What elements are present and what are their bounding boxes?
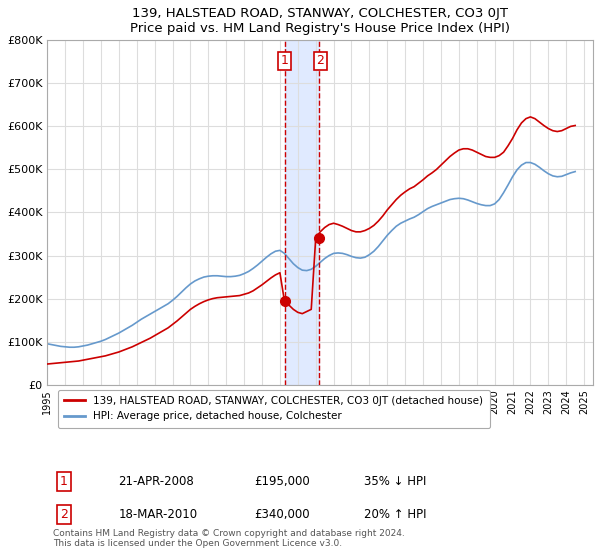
Text: 2: 2: [60, 508, 68, 521]
Bar: [285, 40, 319, 385]
Text: 1: 1: [280, 54, 289, 67]
Text: £195,000: £195,000: [254, 475, 310, 488]
Text: £340,000: £340,000: [254, 508, 310, 521]
Text: 18-MAR-2010: 18-MAR-2010: [118, 508, 197, 521]
Title: 139, HALSTEAD ROAD, STANWAY, COLCHESTER, CO3 0JT
Price paid vs. HM Land Registry: 139, HALSTEAD ROAD, STANWAY, COLCHESTER,…: [130, 7, 510, 35]
Text: 35% ↓ HPI: 35% ↓ HPI: [364, 475, 426, 488]
Text: 1: 1: [60, 475, 68, 488]
Text: 20% ↑ HPI: 20% ↑ HPI: [364, 508, 427, 521]
Legend: 139, HALSTEAD ROAD, STANWAY, COLCHESTER, CO3 0JT (detached house), HPI: Average : 139, HALSTEAD ROAD, STANWAY, COLCHESTER,…: [58, 390, 490, 428]
Text: Contains HM Land Registry data © Crown copyright and database right 2024.
This d: Contains HM Land Registry data © Crown c…: [53, 529, 404, 548]
Text: 2: 2: [316, 54, 324, 67]
Text: 21-APR-2008: 21-APR-2008: [118, 475, 194, 488]
